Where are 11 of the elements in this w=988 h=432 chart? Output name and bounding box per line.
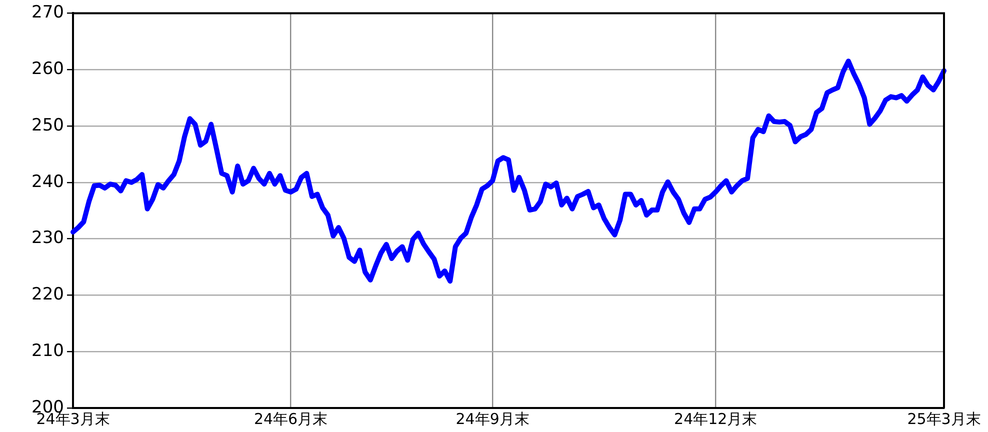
y-tick-label: 230	[32, 228, 64, 248]
x-tick-label: 25年3月末	[907, 410, 981, 428]
y-tick-label: 250	[32, 115, 64, 136]
y-tick-label: 220	[32, 284, 64, 305]
x-tick-label: 24年9月末	[456, 410, 530, 428]
y-tick-label: 240	[32, 172, 64, 192]
y-tick-label: 210	[32, 341, 64, 362]
x-tick-label: 24年6月末	[254, 410, 328, 428]
x-tick-label: 24年12月末	[674, 410, 758, 428]
y-tick-label: 270	[32, 2, 64, 23]
y-tick-label: 260	[32, 59, 64, 80]
